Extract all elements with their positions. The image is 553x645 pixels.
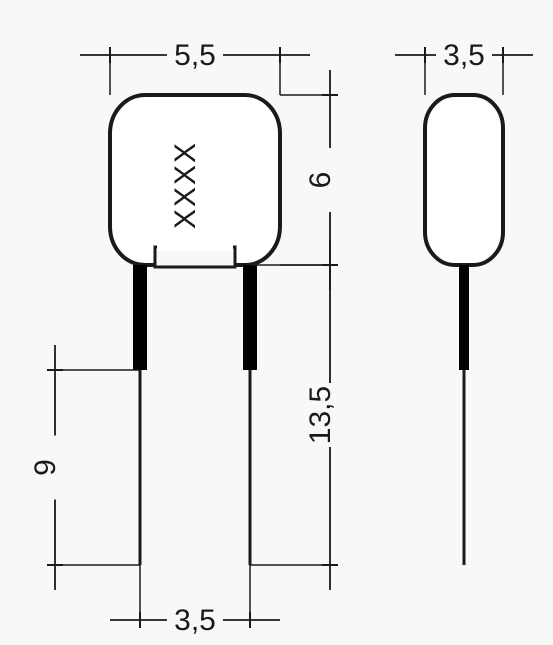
notch-mask xyxy=(157,245,233,251)
dim-label-lead-spacing: 3,5 xyxy=(174,604,216,637)
dim-label-body-height: 6 xyxy=(304,172,337,189)
dim-label-lead-total: 13,5 xyxy=(304,386,337,444)
dim-label-body-thickness: 3,5 xyxy=(443,39,485,72)
component-marking: XXXX xyxy=(169,141,202,229)
dim-label-body-width: 5,5 xyxy=(174,39,216,72)
dim-label-lead-bare: 9 xyxy=(29,459,62,476)
component-body-side xyxy=(425,95,503,265)
